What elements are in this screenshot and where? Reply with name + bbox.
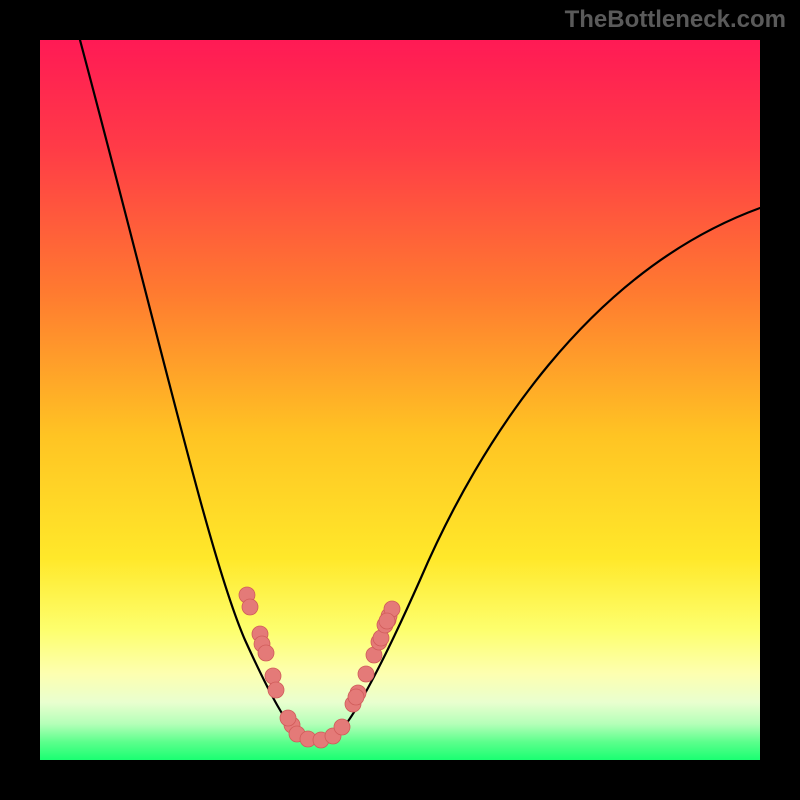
chart-canvas: TheBottleneck.com — [0, 0, 800, 800]
scatter-point — [379, 613, 395, 629]
plot-area — [40, 40, 760, 760]
scatter-point — [265, 668, 281, 684]
scatter-point — [348, 689, 364, 705]
scatter-point — [358, 666, 374, 682]
scatter-point — [268, 682, 284, 698]
bottleneck-curve — [80, 40, 760, 739]
curve-layer — [40, 40, 760, 760]
scatter-points — [239, 587, 400, 748]
scatter-point — [258, 645, 274, 661]
scatter-point — [334, 719, 350, 735]
scatter-point — [280, 710, 296, 726]
scatter-point — [242, 599, 258, 615]
attribution-text: TheBottleneck.com — [565, 6, 786, 34]
